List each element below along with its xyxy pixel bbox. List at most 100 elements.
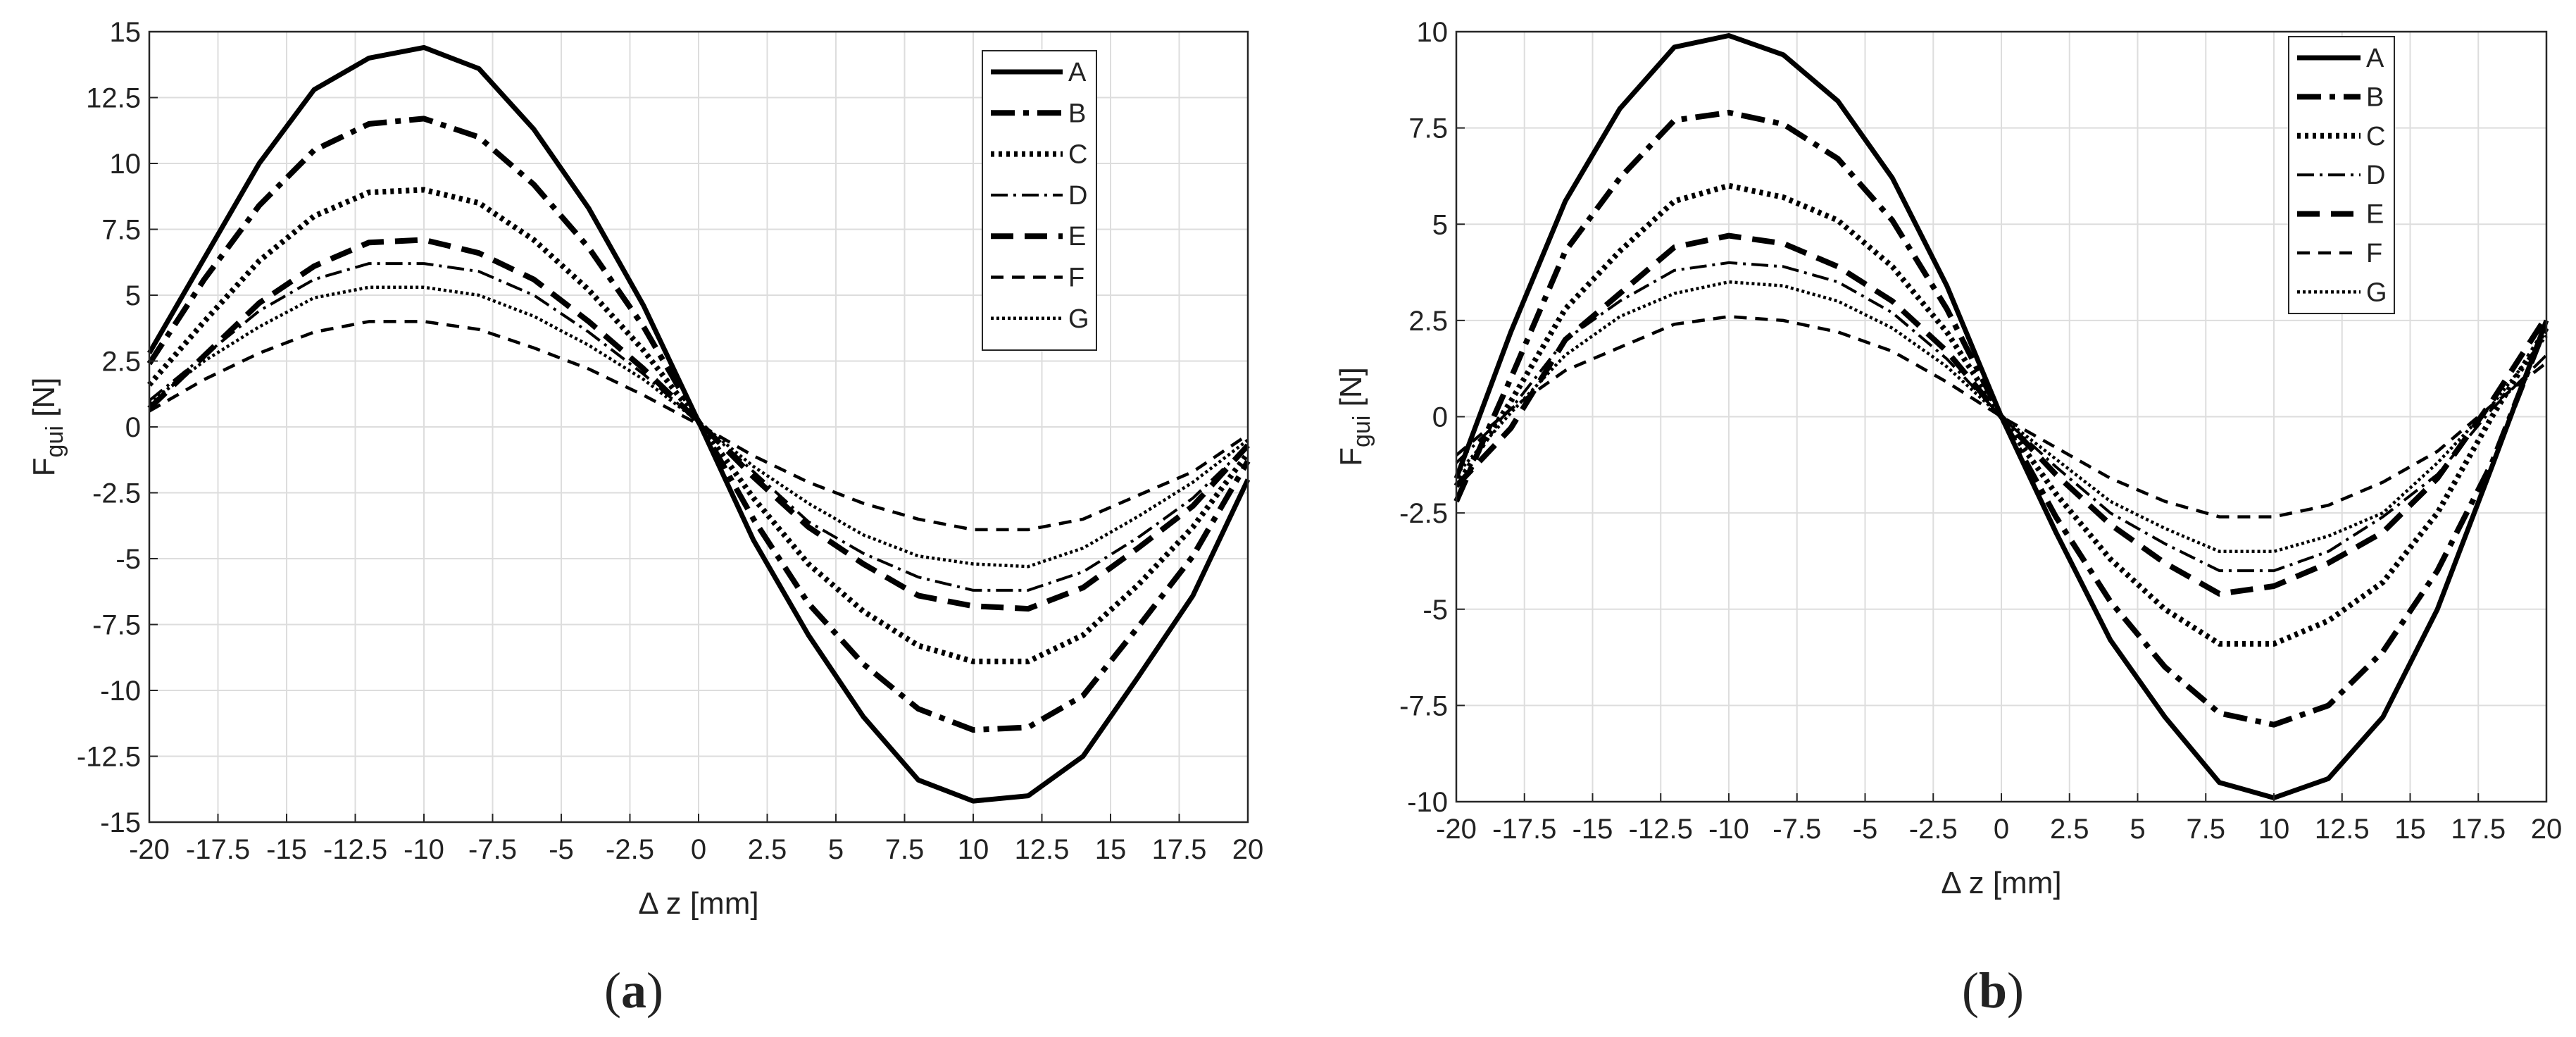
panel-label-close: )	[646, 962, 663, 1019]
x-tick-label: -17.5	[1492, 814, 1556, 845]
panel-label-letter: b	[1979, 962, 2007, 1019]
y-tick-label: 2.5	[101, 347, 141, 378]
y-tick-label: 7.5	[101, 215, 141, 246]
x-tick-label: -10	[1708, 814, 1749, 845]
y-tick-label: -5	[115, 544, 141, 575]
y-axis-label-subscript: gui	[1349, 416, 1375, 447]
x-tick-label: -7.5	[1772, 814, 1821, 845]
y-tick-label: -5	[1423, 595, 1448, 626]
x-tick-label: 7.5	[885, 834, 925, 865]
x-tick-label: 5	[2130, 814, 2145, 845]
x-tick-label: -20	[1436, 814, 1477, 845]
series-line-d	[148, 262, 1249, 592]
x-tick-label: -12.5	[1629, 814, 1693, 845]
series-line-f	[1455, 315, 2548, 518]
y-axis-label-main: F	[27, 457, 61, 476]
series-group	[146, 44, 1251, 804]
y-tick-label: -2.5	[92, 478, 141, 509]
x-tick-label: 12.5	[1015, 834, 1070, 865]
x-tick-label: -20	[129, 834, 170, 865]
panel-label: (a)	[604, 962, 663, 1019]
x-tick-label: -10	[404, 834, 444, 865]
y-tick-label: 7.5	[1408, 113, 1448, 144]
legend-entry-a: A	[2366, 44, 2384, 73]
x-tick-label: -15	[1573, 814, 1613, 845]
legend-entry-d: D	[1068, 181, 1087, 211]
series-group	[1453, 33, 2549, 800]
series-line-f	[148, 320, 1249, 532]
x-tick-label: 10	[958, 834, 989, 865]
chart-panel-b: -20 -17.5 -15 -12.5 -10 -7.5 -5 -2.5 0 2.5 5 7.5 10 1…	[1334, 17, 2562, 1019]
x-tick-label: 17.5	[2451, 814, 2506, 845]
x-tick-label: 20	[1232, 834, 1264, 865]
x-tick-label: 15	[1095, 834, 1127, 865]
legend-entry-c: C	[1068, 140, 1087, 170]
x-tick-label: -17.5	[186, 834, 250, 865]
x-tick-label: 2.5	[2050, 814, 2089, 845]
y-axis-label: Fgui [N]	[27, 378, 68, 477]
y-tick-label: -7.5	[1399, 690, 1448, 721]
x-tick-label: -12.5	[323, 834, 387, 865]
x-tick-label: 7.5	[2186, 814, 2225, 845]
x-tick-label: 2.5	[748, 834, 787, 865]
legend-entry-g: G	[1068, 304, 1089, 334]
series-line-e	[147, 237, 1250, 612]
x-tick-label: -2.5	[606, 834, 654, 865]
panel-label: (b)	[1962, 962, 2024, 1019]
x-tick-label: -5	[549, 834, 574, 865]
y-axis-label-subscript: gui	[42, 426, 68, 457]
legend-entry-f: F	[2366, 239, 2382, 268]
legend-entry-f: F	[1068, 263, 1084, 293]
y-axis-label-main: F	[1334, 447, 1368, 466]
panel-label-close: )	[2007, 962, 2024, 1019]
y-tick-label: -7.5	[92, 610, 141, 641]
x-tick-label: 0	[691, 834, 706, 865]
series-line-b	[1453, 109, 2549, 728]
series-line-g	[148, 285, 1249, 569]
y-axis-label-unit: [N]	[27, 378, 61, 426]
legend-entry-a: A	[1068, 58, 1087, 87]
x-tick-label: -15	[266, 834, 307, 865]
y-tick-label: 5	[1432, 209, 1448, 240]
chart-panel-a: -20 -17.5 -15 -12.5 -10 -7.5 -5 -2.5 0 2.5 5 7.5 10 1…	[27, 17, 1263, 1019]
x-axis-label: Δ z [mm]	[1941, 866, 2061, 900]
x-tick-label: 17.5	[1152, 834, 1207, 865]
y-tick-label: -10	[1407, 787, 1448, 818]
x-tick-label: -5	[1853, 814, 1878, 845]
x-tick-label: 15	[2394, 814, 2426, 845]
y-tick-label: 10	[1417, 17, 1449, 48]
y-tick-label: -12.5	[77, 742, 141, 773]
panel-label-open: (	[1962, 962, 1979, 1019]
y-tick-label: 0	[125, 412, 141, 443]
x-tick-label: 12.5	[2315, 814, 2370, 845]
y-tick-label: -15	[100, 807, 141, 838]
legend-entry-g: G	[2366, 278, 2387, 307]
legend-entry-e: E	[1068, 222, 1086, 252]
y-tick-label: 2.5	[1408, 306, 1448, 337]
x-tick-label: 10	[2258, 814, 2290, 845]
x-tick-label: -2.5	[1909, 814, 1958, 845]
y-axis-label: Fgui [N]	[1334, 367, 1375, 466]
y-tick-label: 10	[110, 149, 142, 180]
legend-box	[982, 50, 1097, 351]
y-tick-label: 12.5	[86, 83, 141, 114]
x-tick-label: 20	[2531, 814, 2563, 845]
y-tick-label: 0	[1432, 402, 1448, 433]
legend-entry-d: D	[2366, 161, 2385, 190]
y-axis-label-unit: [N]	[1334, 367, 1368, 415]
tick-labels: -20 -17.5 -15 -12.5 -10 -7.5 -5 -2.5 0 2.5 5 7.5 10 1…	[1399, 17, 2562, 845]
y-tick-label: 5	[125, 280, 141, 311]
x-axis-label: Δ z [mm]	[638, 886, 758, 921]
x-tick-label: 5	[828, 834, 844, 865]
x-tick-label: -7.5	[468, 834, 517, 865]
panel-label-open: (	[604, 962, 621, 1019]
panel-label-letter: a	[621, 962, 646, 1019]
legend-entry-c: C	[2366, 122, 2385, 151]
series-line-b	[146, 116, 1251, 733]
series-line-g	[1455, 280, 2548, 554]
y-tick-label: 15	[110, 17, 142, 48]
y-tick-label: -10	[100, 676, 141, 707]
